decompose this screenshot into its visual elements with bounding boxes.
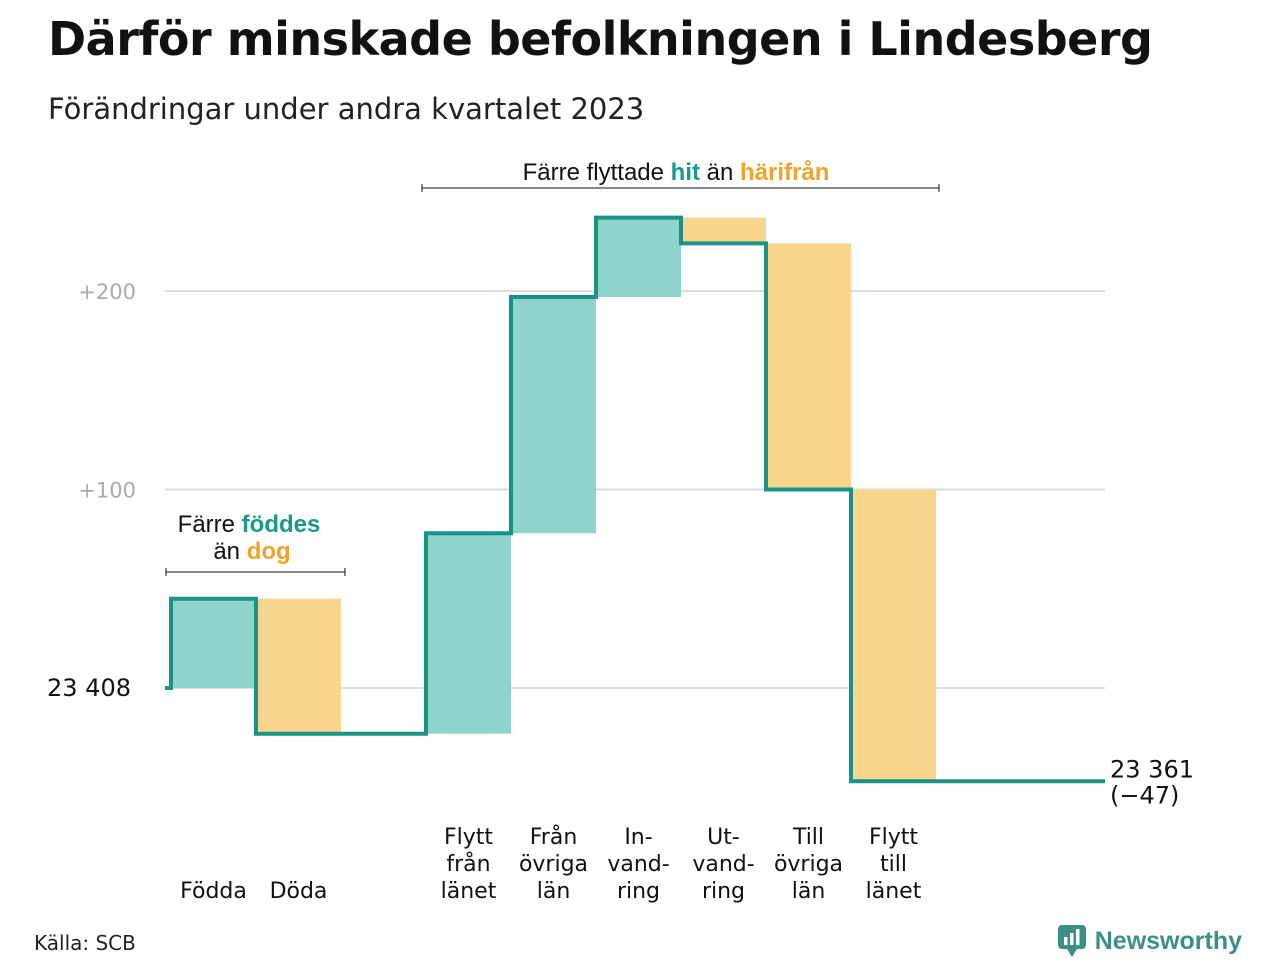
category-label: Till — [792, 825, 824, 850]
category-label: länet — [866, 879, 922, 904]
category-label: Döda — [270, 879, 328, 904]
category-label: län — [792, 879, 826, 904]
end-value-label: 23 361 — [1110, 755, 1194, 783]
category-label: från — [446, 851, 490, 877]
category-label: Från — [530, 824, 578, 850]
category-label: länet — [441, 879, 497, 904]
change-bar — [681, 217, 766, 244]
category-label: ring — [702, 879, 745, 904]
y-tick-label: +100 — [78, 479, 136, 503]
y-tick-label: +200 — [78, 280, 136, 304]
annotation-births-line2: än dog — [213, 538, 290, 565]
source-note: Källa: SCB — [34, 931, 136, 955]
base-value-label: 23 408 — [47, 674, 131, 702]
annotation-migration-text: Färre flyttade hit än härifrån — [523, 159, 830, 186]
category-label: In- — [624, 825, 652, 850]
chart-bubble-icon — [1057, 925, 1086, 957]
chart-title: Därför minskade befolkningen i Lindesber… — [48, 12, 1153, 66]
annotation-births-line1: Färre föddes — [178, 511, 321, 538]
category-label: övriga — [774, 852, 843, 877]
running-total-line-path — [165, 215, 1105, 784]
change-bar — [511, 296, 596, 534]
change-bar — [596, 217, 681, 297]
change-bars — [171, 217, 936, 782]
category-label: län — [537, 879, 571, 904]
brand-logo[interactable]: Newsworthy — [1057, 924, 1242, 958]
annotation-migration: Färre flyttade hit än härifrån — [421, 159, 940, 192]
category-label: vand- — [607, 852, 669, 877]
running-total-line — [165, 215, 1105, 784]
change-bar — [256, 598, 341, 734]
brand-name: Newsworthy — [1094, 926, 1242, 955]
category-label: Födda — [180, 879, 247, 904]
category-label: Ut- — [707, 825, 740, 850]
category-label: Flytt — [869, 825, 918, 850]
end-change-label: (−47) — [1110, 781, 1179, 809]
category-label: vand- — [692, 852, 754, 877]
change-bar — [766, 243, 851, 490]
chart-subtitle: Förändringar under andra kvartalet 2023 — [48, 92, 645, 126]
change-bar — [851, 489, 936, 782]
category-label: till — [880, 852, 907, 877]
annotation-births-deaths: Färre föddes än dog — [165, 511, 346, 576]
category-label: Flytt — [444, 825, 493, 850]
category-label: ring — [617, 879, 660, 904]
change-bar — [171, 598, 256, 688]
category-label: övriga — [519, 852, 588, 877]
change-bar — [426, 533, 511, 734]
